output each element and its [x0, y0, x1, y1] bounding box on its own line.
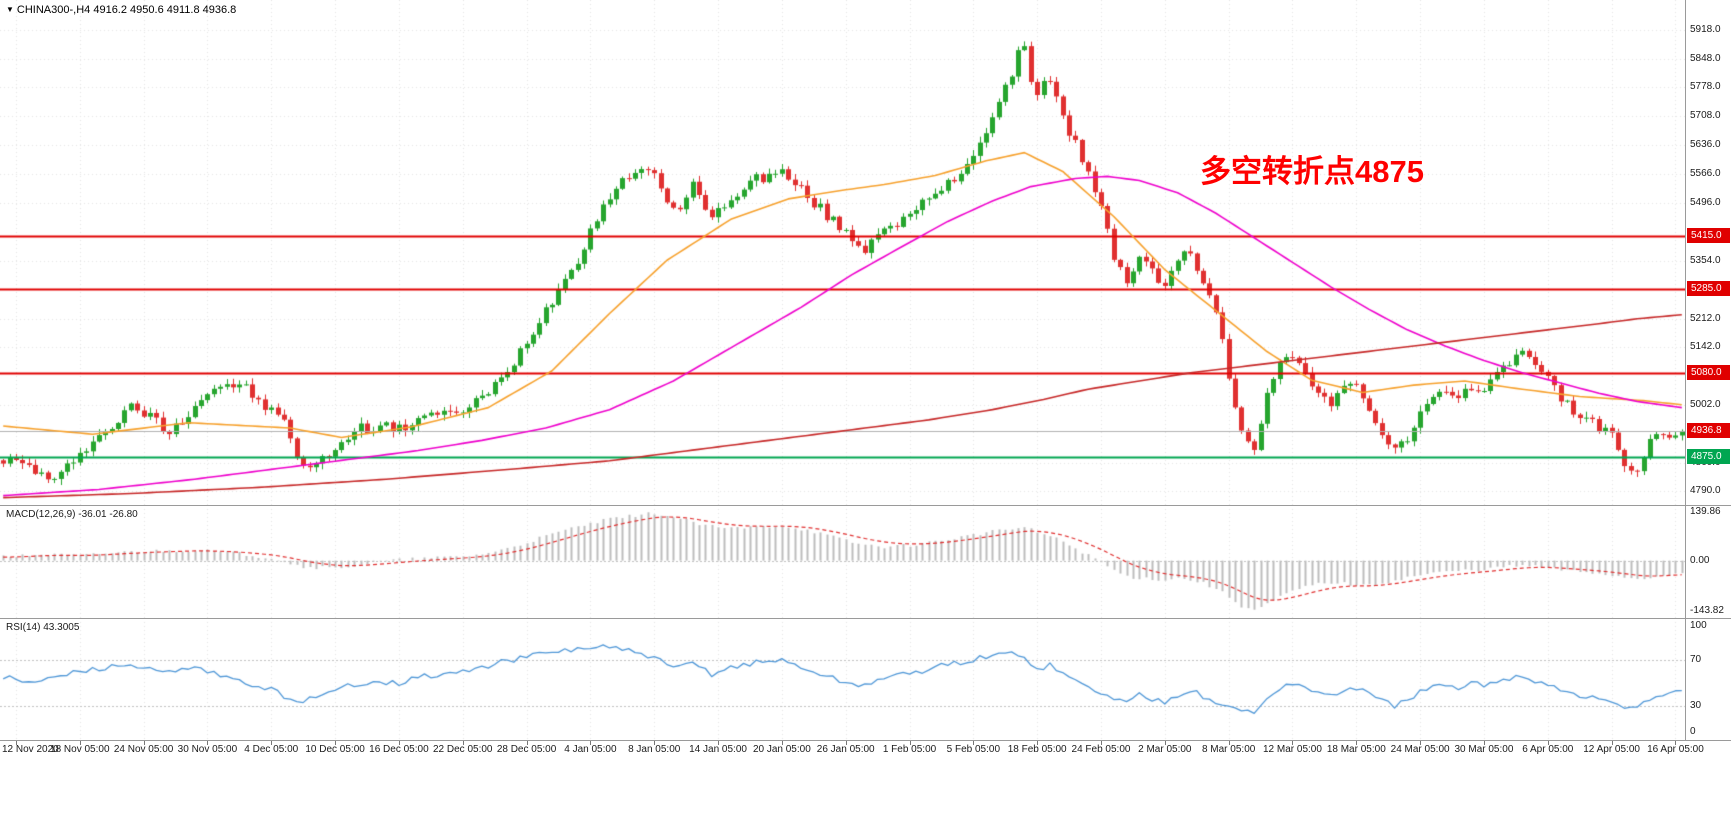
date-label: 10 Dec 05:00	[305, 744, 365, 755]
rsi-indicator-canvas[interactable]	[0, 618, 1685, 740]
chevron-down-icon[interactable]: ▼	[6, 5, 14, 14]
macd-axis-label: -143.82	[1690, 604, 1724, 616]
symbol-ohlc-text: CHINA300-,H4 4916.2 4950.6 4911.8 4936.8	[16, 4, 237, 16]
date-label: 12 Apr 05:00	[1583, 744, 1640, 755]
time-axis-tick	[1420, 741, 1421, 745]
time-axis-tick	[910, 741, 911, 745]
price-axis-label: 5496.0	[1690, 196, 1721, 208]
price-axis-label: 4790.0	[1690, 485, 1721, 497]
date-label: 26 Jan 05:00	[816, 744, 875, 755]
time-axis-tick	[1612, 741, 1613, 745]
time-axis-tick	[1675, 741, 1676, 745]
price-level-badge: 5285.0	[1687, 280, 1730, 296]
price-axis-label: 5354.0	[1690, 254, 1721, 266]
time-axis-tick	[463, 741, 464, 745]
price-axis-label: 5636.0	[1690, 139, 1721, 151]
time-axis-separator	[0, 740, 1731, 741]
date-label: 20 Jan 05:00	[752, 744, 811, 755]
macd-indicator-label: MACD(12,26,9) -36.01 -26.80	[6, 509, 138, 520]
symbol-ohlc-label: ▼ CHINA300-,H4 4916.2 4950.6 4911.8 4936.…	[6, 4, 236, 16]
macd-axis-label: 0.00	[1690, 554, 1710, 566]
date-label: 30 Nov 05:00	[177, 744, 238, 755]
date-label: 4 Dec 05:00	[244, 744, 299, 755]
time-axis-tick	[271, 741, 272, 745]
rsi-axis-label: 0	[1690, 726, 1696, 737]
date-label: 24 Feb 05:00	[1071, 744, 1131, 755]
rsi-axis-label: 100	[1690, 619, 1707, 631]
date-label: 4 Jan 05:00	[564, 744, 617, 755]
macd-axis-label: 139.86	[1690, 506, 1721, 517]
time-axis-tick	[16, 741, 17, 745]
price-level-badge: 5415.0	[1687, 227, 1730, 243]
date-label: 6 Apr 05:00	[1522, 744, 1574, 755]
rsi-indicator-label: RSI(14) 43.3005	[6, 622, 80, 633]
time-axis-tick	[144, 741, 145, 745]
price-axis-label: 5918.0	[1690, 23, 1721, 35]
price-axis-label: 5142.0	[1690, 341, 1721, 353]
time-axis-tick	[1101, 741, 1102, 745]
date-label: 18 Feb 05:00	[1007, 744, 1067, 755]
time-axis-tick	[399, 741, 400, 745]
time-axis-tick	[973, 741, 974, 745]
time-axis-tick	[207, 741, 208, 745]
rsi-axis-label: 70	[1690, 654, 1702, 666]
time-axis-tick	[1548, 741, 1549, 745]
date-label: 28 Dec 05:00	[496, 744, 557, 755]
time-axis-tick	[80, 741, 81, 745]
price-axis-label: 5212.0	[1690, 312, 1721, 324]
date-label: 22 Dec 05:00	[432, 744, 493, 755]
date-label: 8 Mar 05:00	[1201, 744, 1256, 755]
price-axis-label: 5708.0	[1690, 109, 1721, 121]
date-label: 5 Feb 05:00	[946, 744, 1001, 755]
macd-rsi-pane-separator[interactable]	[0, 618, 1731, 619]
price-level-badge: 4936.8	[1687, 423, 1730, 439]
time-axis-tick	[335, 741, 336, 745]
time-axis-tick	[1165, 741, 1166, 745]
price-level-badge: 5080.0	[1687, 364, 1730, 380]
time-axis-tick	[782, 741, 783, 745]
date-label: 16 Apr 05:00	[1647, 744, 1704, 755]
time-axis-tick	[1484, 741, 1485, 745]
time-axis-tick	[654, 741, 655, 745]
price-axis-separator	[1685, 0, 1686, 740]
macd-indicator-canvas[interactable]	[0, 505, 1685, 618]
price-axis-label: 5002.0	[1690, 398, 1721, 410]
date-label: 12 Nov 2020	[2, 744, 59, 755]
time-axis-tick	[1356, 741, 1357, 745]
price-macd-pane-separator[interactable]	[0, 505, 1731, 506]
time-axis-tick	[1292, 741, 1293, 745]
date-label: 16 Dec 05:00	[369, 744, 429, 755]
price-axis-label: 5778.0	[1690, 81, 1721, 93]
date-label: 8 Jan 05:00	[628, 744, 681, 755]
date-label: 1 Feb 05:00	[882, 744, 937, 755]
time-axis-tick	[1037, 741, 1038, 745]
date-label: 24 Mar 05:00	[1390, 744, 1450, 755]
time-axis-tick	[846, 741, 847, 745]
price-chart-canvas[interactable]	[0, 0, 1685, 505]
price-axis-label: 5848.0	[1690, 52, 1721, 64]
date-label: 14 Jan 05:00	[689, 744, 747, 755]
price-axis-label: 5566.0	[1690, 167, 1721, 179]
time-axis-tick	[1229, 741, 1230, 745]
date-label: 30 Mar 05:00	[1454, 744, 1514, 755]
time-axis-tick	[590, 741, 591, 745]
time-axis-tick	[527, 741, 528, 745]
date-label: 2 Mar 05:00	[1138, 744, 1192, 755]
chart-annotation-text: 多空转折点4875	[1200, 154, 1424, 189]
date-label: 18 Nov 05:00	[50, 744, 110, 755]
rsi-axis-label: 30	[1690, 699, 1702, 711]
date-label: 24 Nov 05:00	[113, 744, 174, 755]
time-axis-tick	[718, 741, 719, 745]
date-label: 18 Mar 05:00	[1326, 744, 1386, 755]
price-level-badge: 4875.0	[1687, 448, 1730, 464]
date-label: 12 Mar 05:00	[1263, 744, 1322, 755]
